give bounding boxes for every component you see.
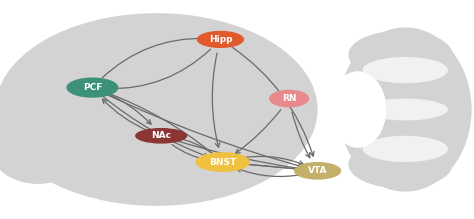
Text: NAc: NAc bbox=[151, 131, 171, 140]
Ellipse shape bbox=[363, 136, 448, 162]
Text: PCF: PCF bbox=[83, 83, 102, 92]
Ellipse shape bbox=[348, 31, 453, 79]
Ellipse shape bbox=[135, 128, 187, 144]
Ellipse shape bbox=[0, 13, 318, 206]
Ellipse shape bbox=[197, 31, 244, 48]
Text: RN: RN bbox=[282, 94, 296, 103]
Ellipse shape bbox=[294, 162, 341, 180]
Ellipse shape bbox=[269, 90, 309, 107]
Text: Hipp: Hipp bbox=[209, 35, 232, 44]
Ellipse shape bbox=[329, 71, 386, 148]
Ellipse shape bbox=[339, 27, 472, 192]
Ellipse shape bbox=[195, 152, 250, 172]
Ellipse shape bbox=[363, 99, 448, 120]
Text: BNST: BNST bbox=[209, 157, 237, 167]
Ellipse shape bbox=[348, 140, 453, 188]
Ellipse shape bbox=[66, 78, 118, 98]
Ellipse shape bbox=[0, 114, 85, 184]
Ellipse shape bbox=[363, 57, 448, 83]
Text: VTA: VTA bbox=[308, 166, 328, 175]
